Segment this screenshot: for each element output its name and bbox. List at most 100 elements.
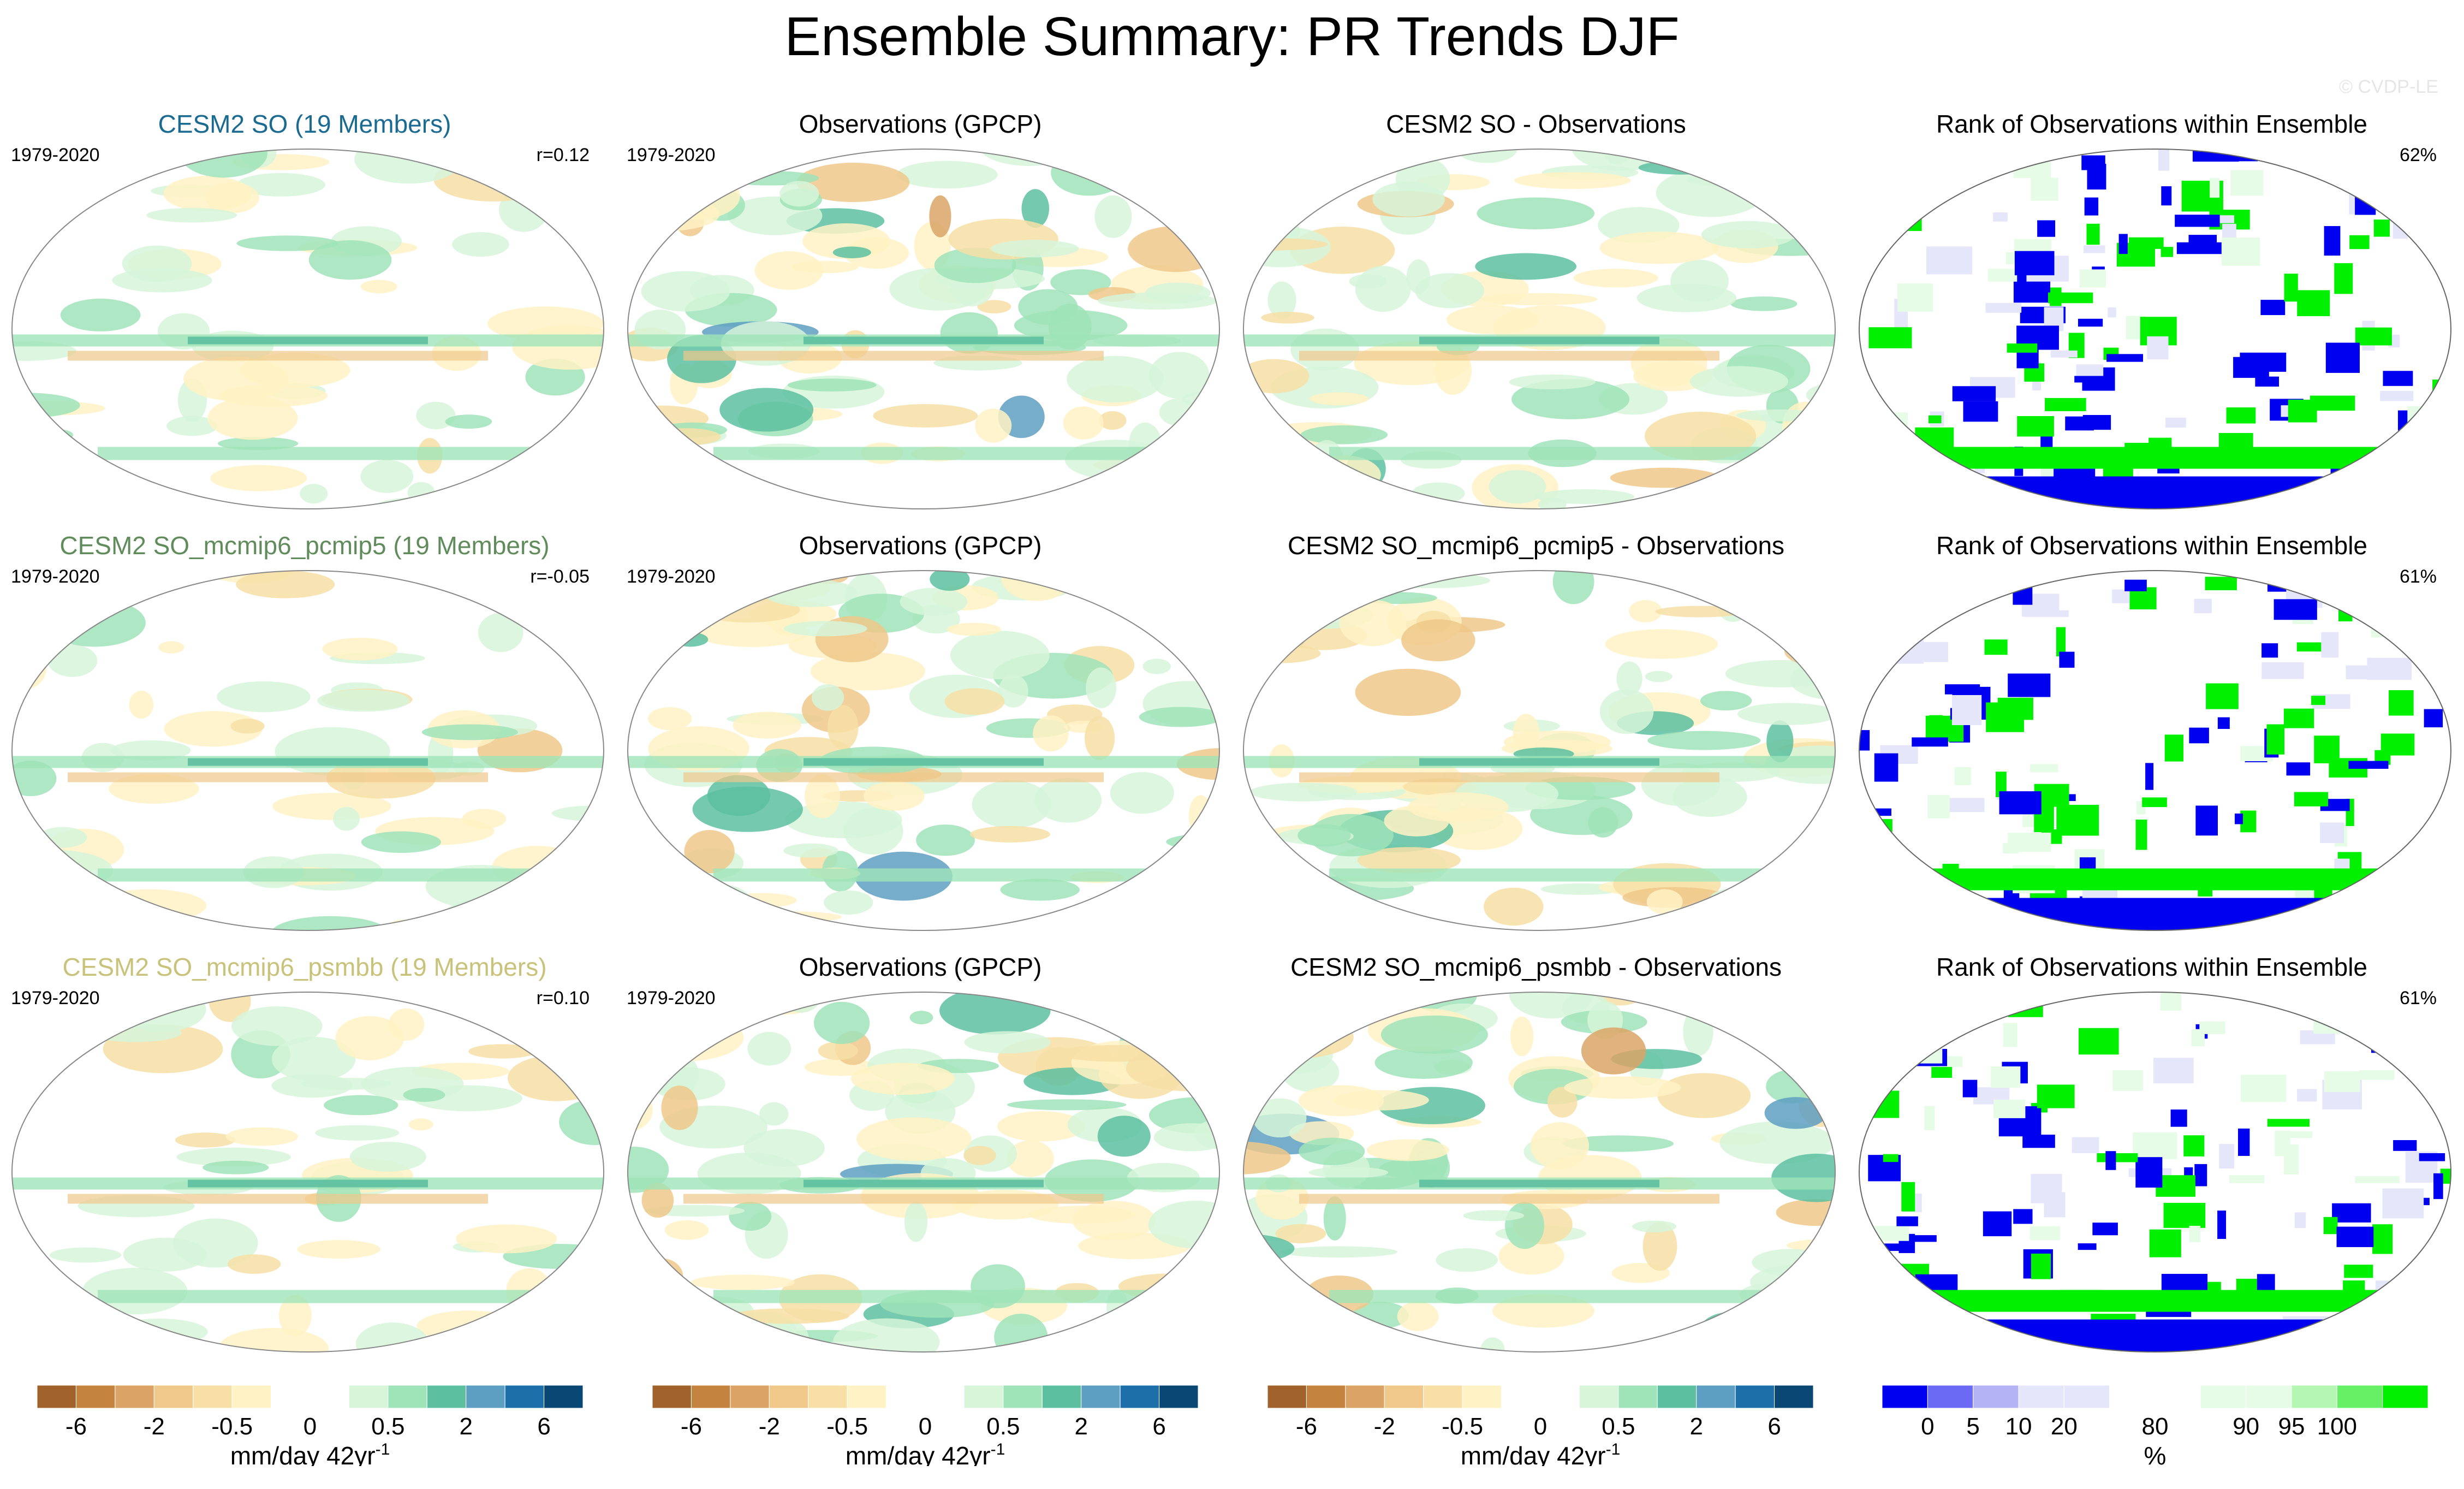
colorbar-tick-label: 0.5: [986, 1413, 1020, 1440]
colorbar-swatch: [1384, 1385, 1424, 1409]
trend-colorbar: -6 -2 -0.5 0 0.5 2 6 mm/day 42yr-1: [1267, 1385, 1813, 1466]
colorbar-swatch: [1462, 1385, 1502, 1409]
model-panel-title: CESM2 SO_mcmip6_pcmip5 (19 Members): [59, 531, 550, 560]
colorbar-tick-label: 6: [537, 1413, 550, 1440]
colorbar-swatch: [1306, 1385, 1346, 1409]
colorbar-tick-label: 0: [919, 1413, 932, 1440]
model-trend-map: [11, 992, 604, 1352]
correlation-label: r=-0.05: [530, 566, 590, 587]
rank-panel-title: Rank of Observations within Ensemble: [1936, 531, 2368, 560]
diff-panel-title: CESM2 SO_mcmip6_psmbb - Observations: [1290, 953, 1782, 981]
rank-panel-title: Rank of Observations within Ensemble: [1936, 110, 2368, 138]
period-label: 1979-2020: [11, 566, 100, 587]
colorbar-swatch: [1657, 1385, 1697, 1409]
colorbar-swatch: [115, 1385, 154, 1409]
colorbar-unit-label: mm/day 42yr-1: [1461, 1440, 1621, 1466]
correlation-label: r=0.10: [536, 988, 590, 1009]
colorbar-swatch: [2018, 1385, 2064, 1409]
colorbar-swatch: [2291, 1385, 2337, 1409]
colorbar-swatch: [886, 1385, 926, 1409]
trend-colorbar: -6 -2 -0.5 0 0.5 2 6 mm/day 42yr-1: [37, 1385, 583, 1466]
model-panel-title: CESM2 SO_mcmip6_psmbb (19 Members): [62, 953, 547, 981]
colorbar-tick-label: 90: [2233, 1413, 2259, 1440]
colorbar-tick-label: -6: [66, 1413, 87, 1440]
colorbar-tick-label: 95: [2278, 1413, 2305, 1440]
colorbar-swatch: [1696, 1385, 1736, 1409]
colorbar-swatch: [769, 1385, 809, 1409]
colorbar-tick-label: 5: [1966, 1413, 1979, 1440]
rank-map: [1859, 149, 2451, 509]
colorbar-tick-label: -0.5: [1442, 1413, 1483, 1440]
rank-percent-label: 61%: [2399, 988, 2437, 1009]
period-label: 1979-2020: [627, 566, 716, 587]
colorbar-swatch: [925, 1385, 965, 1409]
diff-trend-map: [1243, 149, 1836, 509]
colorbar-swatch: [271, 1385, 311, 1409]
colorbar-swatch: [691, 1385, 731, 1409]
colorbar-tick-label: -0.5: [826, 1413, 868, 1440]
colorbar-tick-label: -0.5: [211, 1413, 253, 1440]
rank-map: [1859, 992, 2451, 1352]
colorbar-tick-label: -6: [681, 1413, 702, 1440]
colorbar-swatch: [2382, 1385, 2428, 1409]
colorbar-tick-label: 0.5: [1602, 1413, 1635, 1440]
colorbar-swatch: [847, 1385, 887, 1409]
colorbar-swatch: [231, 1385, 272, 1409]
colorbar-swatch: [2154, 1385, 2201, 1409]
colorbar-swatch: [37, 1385, 76, 1409]
colorbar-swatch: [1927, 1385, 1974, 1409]
colorbar-tick-label: -2: [1374, 1413, 1395, 1440]
rank-panel-title: Rank of Observations within Ensemble: [1936, 953, 2368, 981]
rank-map: [1859, 570, 2451, 931]
colorbar-swatch: [2246, 1385, 2292, 1409]
colorbar-swatch: [75, 1385, 116, 1409]
model-trend-map: [11, 570, 604, 931]
colorbar-unit-label: mm/day 42yr-1: [846, 1440, 1005, 1466]
colorbar-swatch: [1501, 1385, 1541, 1409]
colorbar-swatch: [2336, 1385, 2383, 1409]
colorbar-swatch: [1267, 1385, 1307, 1409]
rank-percent-label: 61%: [2399, 566, 2437, 587]
colorbar-tick-label: 2: [1689, 1413, 1703, 1440]
colorbar-tick-label: 0: [303, 1413, 317, 1440]
colorbar-tick-label: 6: [1152, 1413, 1165, 1440]
colorbar-swatch: [1345, 1385, 1385, 1409]
colorbar-swatch: [1618, 1385, 1658, 1409]
colorbar-swatch: [730, 1385, 770, 1409]
colorbar-swatch: [1973, 1385, 2019, 1409]
colorbar-swatch: [2200, 1385, 2247, 1409]
rank-colorbar: 0 5 10 20 80 90 95 100%: [1882, 1385, 2428, 1466]
obs-panel-title: Observations (GPCP): [799, 110, 1042, 138]
colorbar-swatch: [348, 1385, 389, 1409]
colorbar-tick-label: 0: [1921, 1413, 1934, 1440]
colorbar-swatch: [808, 1385, 848, 1409]
diff-trend-map: [1243, 570, 1836, 931]
colorbar-swatch: [193, 1385, 233, 1409]
colorbar-tick-label: 2: [459, 1413, 472, 1440]
colorbar-swatch: [153, 1385, 194, 1409]
colorbar-swatch: [1579, 1385, 1619, 1409]
colorbar-tick-label: 0.5: [371, 1413, 404, 1440]
colorbar-swatch: [310, 1385, 349, 1409]
colorbar-swatch: [1735, 1385, 1775, 1409]
colorbar-swatch: [652, 1385, 692, 1409]
period-label: 1979-2020: [627, 145, 716, 165]
obs-trend-map: [627, 992, 1220, 1352]
colorbar-swatch: [2063, 1385, 2110, 1409]
colorbar-tick-label: 6: [1767, 1413, 1781, 1440]
model-panel-title: CESM2 SO (19 Members): [158, 110, 451, 138]
colorbar-tick-label: -6: [1296, 1413, 1317, 1440]
diff-panel-title: CESM2 SO - Observations: [1386, 110, 1686, 138]
obs-panel-title: Observations (GPCP): [799, 531, 1042, 560]
colorbar-swatch: [426, 1385, 467, 1409]
colorbar-swatch: [1774, 1385, 1813, 1409]
diff-trend-map: [1243, 992, 1836, 1352]
colorbar-tick-label: 80: [2142, 1413, 2169, 1440]
colorbar-swatch: [466, 1385, 505, 1409]
colorbar-swatch: [504, 1385, 545, 1409]
trend-colorbar: -6 -2 -0.5 0 0.5 2 6 mm/day 42yr-1: [652, 1385, 1198, 1466]
period-label: 1979-2020: [11, 145, 100, 165]
colorbar-swatch: [1003, 1385, 1043, 1409]
colorbar-swatch: [1159, 1385, 1198, 1409]
period-label: 1979-2020: [11, 988, 100, 1009]
